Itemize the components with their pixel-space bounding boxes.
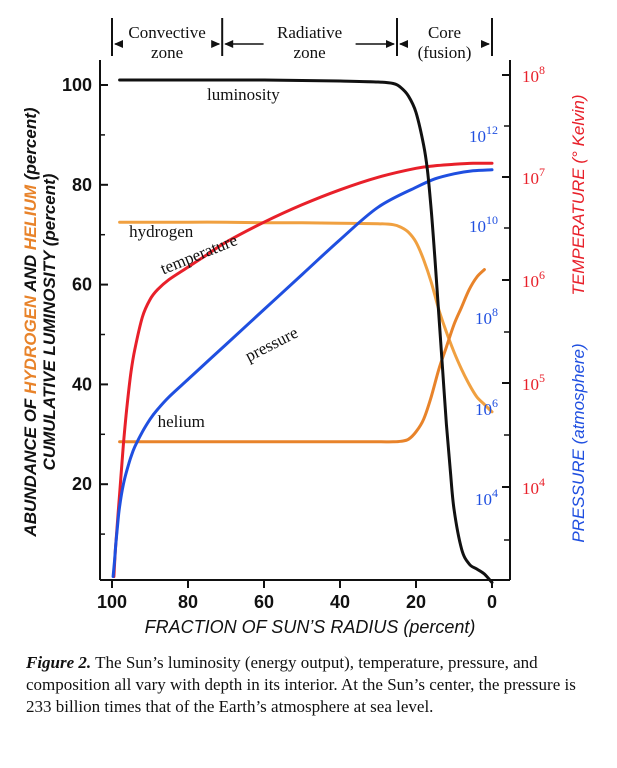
temperature-tick-label-4: 104 bbox=[522, 475, 545, 498]
pressure-tick-label-8: 108 bbox=[475, 305, 498, 328]
zone-arrowhead-right-2 bbox=[481, 40, 490, 48]
series-line-pressure bbox=[111, 168, 494, 578]
left-tick-label-100: 100 bbox=[62, 75, 92, 95]
data-series-group bbox=[111, 78, 494, 584]
x-axis-label: FRACTION OF SUN’S RADIUS (percent) bbox=[145, 617, 476, 637]
zone-sublabel-zone: zone bbox=[294, 43, 326, 62]
left-axis-label-abundance: ABUNDANCE OF HYDROGEN AND HELIUM (percen… bbox=[21, 107, 40, 537]
temperature-tick-exponent-5: 5 bbox=[539, 371, 545, 385]
zone-arrowhead-left-0 bbox=[114, 40, 123, 48]
left-tick-label-20: 20 bbox=[72, 474, 92, 494]
x-tick-label-0: 0 bbox=[487, 592, 497, 612]
left-axis: ABUNDANCE OF HYDROGEN AND HELIUM (percen… bbox=[21, 75, 108, 538]
zone-sublabel-zone: zone bbox=[151, 43, 183, 62]
zone-arrowhead-left-2 bbox=[399, 40, 408, 48]
curve-label-helium: helium bbox=[158, 412, 205, 431]
curve-label-pressure: pressure bbox=[242, 323, 301, 366]
x-tick-label-100: 100 bbox=[97, 592, 127, 612]
left-tick-label-60: 60 bbox=[72, 275, 92, 295]
series-line-hydrogen bbox=[118, 220, 494, 414]
temperature-tick-exponent-4: 4 bbox=[539, 475, 545, 489]
x-axis: FRACTION OF SUN’S RADIUS (percent) 100 80… bbox=[97, 580, 497, 637]
x-tick-label-80: 80 bbox=[178, 592, 198, 612]
left-axis-label-luminosity: CUMULATIVE LUMINOSITY (percent) bbox=[40, 173, 59, 470]
pressure-tick-exponent-4: 4 bbox=[492, 486, 498, 500]
figure-caption: Figure 2. The Sun’s luminosity (energy o… bbox=[26, 652, 596, 718]
pressure-tick-exponent-12: 12 bbox=[486, 123, 498, 137]
temperature-tick-label-6: 106 bbox=[522, 268, 545, 291]
left-tick-label-80: 80 bbox=[72, 175, 92, 195]
zone-label-radiative: Radiative bbox=[277, 23, 342, 42]
pressure-tick-label-4: 104 bbox=[475, 486, 498, 509]
temperature-tick-label-5: 105 bbox=[522, 371, 545, 394]
pressure-tick-exponent-8: 8 bbox=[492, 305, 498, 319]
x-tick-label-40: 40 bbox=[330, 592, 350, 612]
sun-interior-chart: ConvectivezoneRadiativezoneCore(fusion) … bbox=[21, 18, 588, 637]
left-tick-label-40: 40 bbox=[72, 374, 92, 394]
series-line-temperature bbox=[112, 161, 494, 578]
right-axes: TEMPERATURE (° Kelvin) PRESSURE (atmosph… bbox=[469, 63, 588, 543]
left-axis-label-part-and: AND bbox=[21, 250, 40, 296]
temperature-tick-exponent-7: 7 bbox=[539, 165, 545, 179]
zone-label-core: Core bbox=[428, 23, 461, 42]
left-axis-label-part-helium: HELIUM bbox=[21, 184, 40, 250]
caption-text: The Sun’s luminosity (energy output), te… bbox=[26, 653, 576, 716]
pressure-tick-exponent-10: 10 bbox=[486, 213, 498, 227]
pressure-axis-label: PRESSURE (atmosphere) bbox=[569, 343, 588, 542]
left-axis-label-part-percent: (percent) bbox=[21, 107, 40, 185]
temperature-tick-label-7: 107 bbox=[522, 165, 545, 188]
temperature-tick-exponent-8: 8 bbox=[539, 63, 545, 77]
temperature-tick-label-8: 108 bbox=[522, 63, 545, 86]
temperature-axis-label: TEMPERATURE (° Kelvin) bbox=[569, 94, 588, 295]
curve-label-hydrogen: hydrogen bbox=[129, 222, 194, 241]
figure-label: Figure 2. bbox=[26, 653, 92, 672]
left-axis-label-part-abundance-of: ABUNDANCE OF bbox=[21, 394, 40, 538]
curve-label-group: luminosityhydrogentemperaturepressurehel… bbox=[129, 85, 301, 431]
x-tick-label-20: 20 bbox=[406, 592, 426, 612]
zone-arrowhead-right-0 bbox=[211, 40, 221, 48]
temperature-tick-exponent-6: 6 bbox=[539, 268, 545, 282]
zone-arrowhead-left-1 bbox=[224, 40, 234, 48]
pressure-tick-label-10: 1010 bbox=[469, 213, 498, 236]
zone-label-convective: Convective bbox=[128, 23, 205, 42]
zone-arrowhead-right-1 bbox=[386, 40, 395, 48]
left-axis-label-part-hydrogen: HYDROGEN bbox=[21, 295, 40, 394]
pressure-tick-label-12: 1012 bbox=[469, 123, 498, 146]
pressure-tick-label-6: 106 bbox=[475, 396, 498, 419]
pressure-tick-exponent-6: 6 bbox=[492, 396, 498, 410]
curve-label-luminosity: luminosity bbox=[207, 85, 280, 104]
plot-frame bbox=[99, 60, 511, 581]
x-tick-label-60: 60 bbox=[254, 592, 274, 612]
series-line-luminosity bbox=[118, 78, 494, 584]
series-line-helium bbox=[118, 268, 486, 444]
zone-sublabel-fusion: (fusion) bbox=[418, 43, 472, 62]
